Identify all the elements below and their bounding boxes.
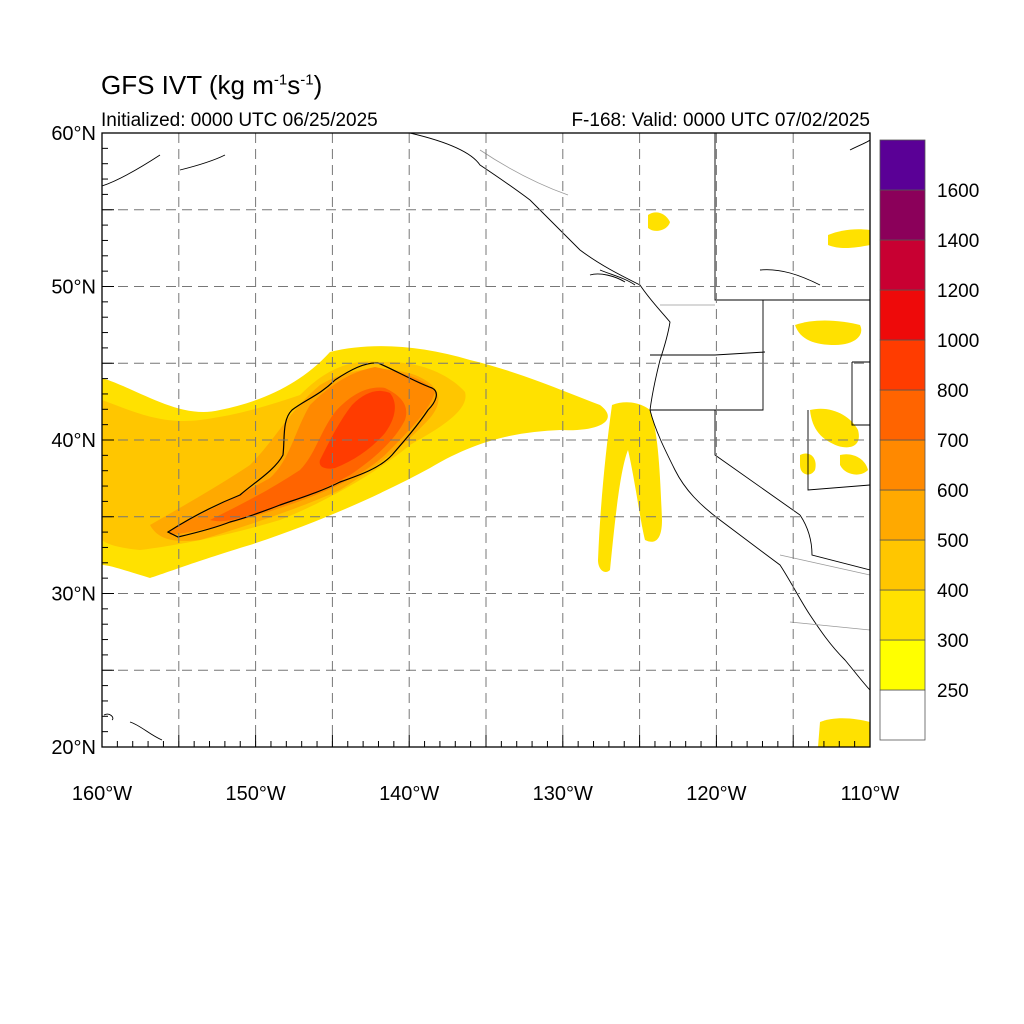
lon-tick-label: 150°W [225, 783, 285, 805]
init-time-label: Initialized: 0000 UTC 06/25/2025 [101, 110, 378, 131]
lon-tick-label: 120°W [686, 783, 746, 805]
colorbar-label: 700 [937, 431, 969, 452]
ivt-field [102, 133, 870, 747]
valid-time-label: F-168: Valid: 0000 UTC 07/02/2025 [571, 110, 870, 131]
colorbar-swatch [879, 289, 926, 341]
axis-ticks [101, 132, 871, 748]
ivt-contour-500 [166, 362, 437, 538]
colorbar-label: 500 [937, 531, 969, 552]
colorbar-label: 1600 [937, 181, 979, 202]
lat-tick-label: 30°N [51, 584, 96, 606]
colorbar-label: 300 [937, 631, 969, 652]
colorbar-swatch [879, 139, 926, 191]
ivt-mexico-patch [818, 718, 870, 747]
colorbar-swatch [879, 189, 926, 241]
plot-title: GFS IVT (kg m-1s-1) [101, 70, 323, 100]
axis-labels: 160°W 150°W 140°W 130°W 120°W 110°W 20°N 30°N 40… [51, 123, 899, 805]
coastlines [102, 133, 870, 741]
colorbar-label: 1200 [937, 281, 979, 302]
secondary-borders [479, 149, 870, 631]
ivt-700-region [319, 390, 395, 469]
colorbar-swatch [879, 339, 926, 391]
lon-tick-label: 160°W [72, 783, 132, 805]
colorbar-swatch [879, 639, 926, 691]
colorbar-label: 400 [937, 581, 969, 602]
colorbar-swatch [879, 389, 926, 441]
ivt-arizona-patch [810, 408, 859, 448]
lon-tick-label: 130°W [533, 783, 593, 805]
colorbar-label: 1400 [937, 231, 979, 252]
colorbar-swatch [879, 539, 926, 591]
lat-tick-label: 60°N [51, 123, 96, 145]
colorbar-swatch [879, 239, 926, 291]
colorbar: 250 300 400 500 600 700 800 1000 1200 1400 1600 [879, 139, 979, 741]
lat-tick-label: 50°N [51, 277, 96, 299]
lat-tick-label: 20°N [51, 737, 96, 759]
colorbar-swatch [879, 589, 926, 641]
lon-tick-label: 110°W [841, 783, 900, 805]
lat-tick-label: 40°N [51, 430, 96, 452]
colorbar-label: 250 [937, 681, 969, 702]
ivt-bc-patch [648, 212, 670, 231]
ivt-alberta-patch [828, 229, 870, 249]
colorbar-label: 600 [937, 481, 969, 502]
colorbar-label: 1000 [937, 331, 979, 352]
ivt-newmexico-patch [840, 454, 868, 475]
lon-tick-label: 140°W [379, 783, 439, 805]
gridlines [102, 133, 870, 747]
colorbar-swatch [879, 439, 926, 491]
ivt-idaho-patch [795, 320, 862, 345]
colorbar-swatch [879, 489, 926, 541]
colorbar-swatch [879, 689, 926, 741]
colorbar-label: 800 [937, 381, 969, 402]
ivt-coastal-plume [598, 402, 662, 572]
